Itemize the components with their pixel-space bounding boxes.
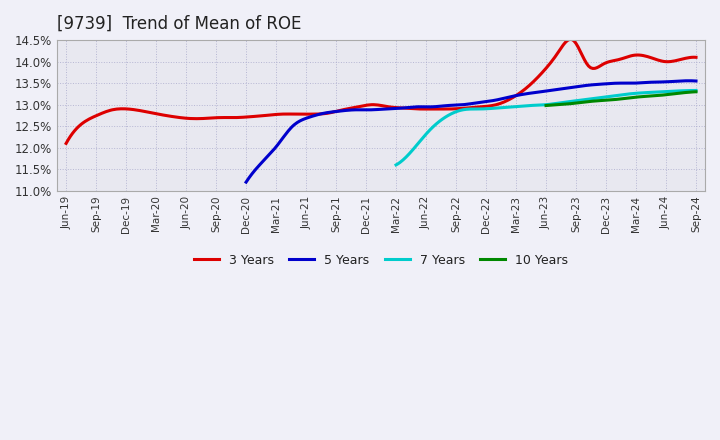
Line: 7 Years: 7 Years [396,91,696,165]
Line: 10 Years: 10 Years [546,92,696,106]
Text: [9739]  Trend of Mean of ROE: [9739] Trend of Mean of ROE [57,15,302,33]
7 Years [392,162,401,167]
5 Years [517,92,526,97]
3 Years [635,52,644,58]
5 Years [243,177,252,183]
7 Years [644,90,653,95]
Line: 3 Years: 3 Years [66,40,696,143]
3 Years [565,37,574,42]
5 Years [510,93,518,99]
3 Years [447,106,456,112]
3 Years [437,106,446,112]
10 Years [542,103,551,108]
10 Years [631,95,639,100]
7 Years [664,89,672,94]
10 Years [631,95,639,100]
10 Years [541,103,550,108]
5 Years [621,81,629,86]
10 Years [692,89,701,95]
7 Years [575,98,584,103]
3 Years [64,137,73,143]
3 Years [692,55,701,60]
5 Years [692,78,701,84]
3 Years [435,106,444,112]
7 Years [570,98,579,103]
3 Years [595,64,603,69]
5 Years [242,180,251,185]
Line: 5 Years: 5 Years [246,81,696,182]
Legend: 3 Years, 5 Years, 7 Years, 10 Years: 3 Years, 5 Years, 7 Years, 10 Years [189,249,572,272]
10 Years [634,94,642,99]
5 Years [649,80,658,85]
3 Years [62,141,71,146]
7 Years [570,99,578,104]
7 Years [692,88,701,93]
7 Years [392,162,400,168]
5 Years [508,94,517,99]
10 Years [668,92,677,97]
5 Years [684,78,693,84]
10 Years [678,90,686,95]
